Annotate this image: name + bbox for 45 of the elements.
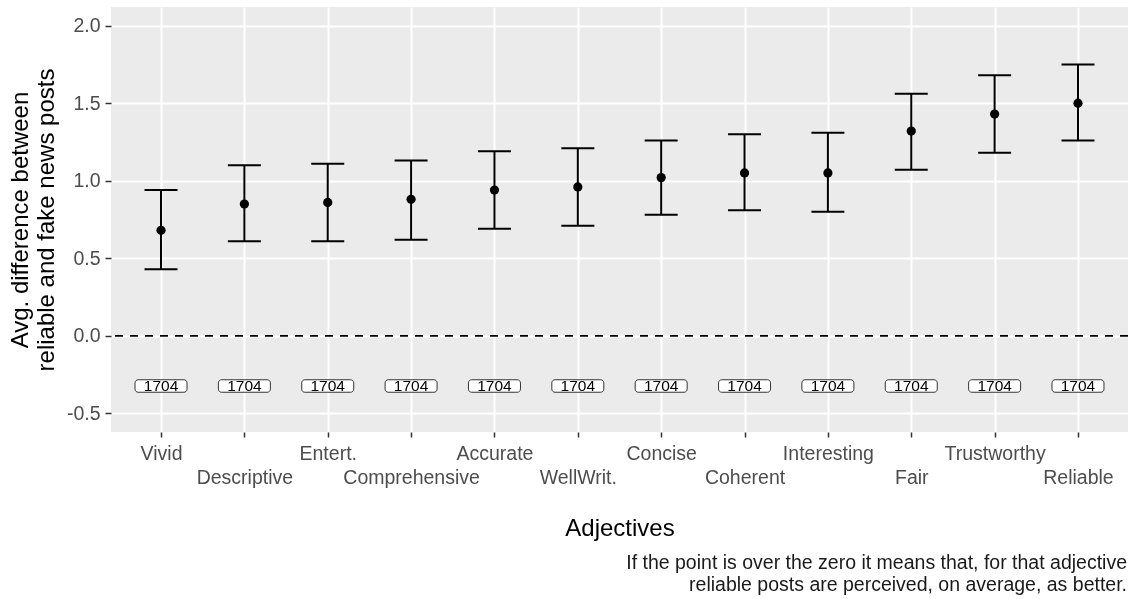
point — [239, 199, 249, 209]
annotation: 1704 — [143, 377, 179, 394]
annotation: 1704 — [560, 377, 596, 394]
point — [823, 168, 833, 178]
x-tick-label: Coherent — [704, 465, 786, 488]
y-axis-title: Avg. difference between reliable and fake news posts — [5, 68, 59, 372]
y-tick-label: 0.5 — [73, 246, 101, 269]
point — [739, 168, 750, 178]
point — [573, 182, 583, 192]
point — [323, 197, 333, 208]
x-axis-title: Adjectives — [565, 514, 675, 541]
point — [489, 185, 500, 195]
annotation: 1704 — [643, 377, 679, 394]
x-tick-label: WellWrit. — [539, 465, 617, 488]
annotation: 1704 — [810, 377, 846, 394]
x-tick-label: Vivid — [140, 441, 183, 464]
y-tick-label: 2.0 — [73, 14, 101, 37]
y-tick-label: -0.5 — [66, 401, 101, 424]
annotation: 1704 — [227, 377, 262, 394]
x-tick-label: Entert. — [299, 441, 357, 464]
point — [406, 194, 416, 204]
x-tick-label: Reliable — [1043, 465, 1114, 488]
y-tick-label: 1.0 — [73, 169, 101, 192]
x-tick-label: Trustworthy — [944, 441, 1046, 464]
y-tick-label: 1.5 — [73, 91, 101, 114]
point — [1073, 98, 1083, 108]
point — [990, 109, 1000, 119]
point — [906, 126, 916, 136]
annotation: 1704 — [477, 377, 513, 394]
x-tick-label: Fair — [894, 465, 930, 488]
text: If the point is over the zero it means that, for that adjective reliable posts are perceived, on average, as better. — [626, 551, 1127, 595]
annotation: 1704 — [310, 377, 346, 394]
annotation: 1704 — [393, 377, 429, 394]
annotation: 1704 — [894, 377, 929, 394]
y-tick-label: 0.0 — [73, 324, 101, 347]
x-tick-label: Interesting — [782, 441, 874, 464]
point — [156, 225, 166, 235]
x-tick-label: Comprehensive — [343, 465, 480, 488]
annotation: 1704 — [1060, 377, 1096, 394]
point — [656, 173, 666, 183]
x-tick-label: Accurate — [456, 441, 534, 464]
x-tick-label: Descriptive — [196, 465, 294, 488]
x-tick-label: Concise — [626, 441, 697, 464]
annotation: 1704 — [727, 377, 763, 394]
annotation: 1704 — [977, 377, 1013, 394]
